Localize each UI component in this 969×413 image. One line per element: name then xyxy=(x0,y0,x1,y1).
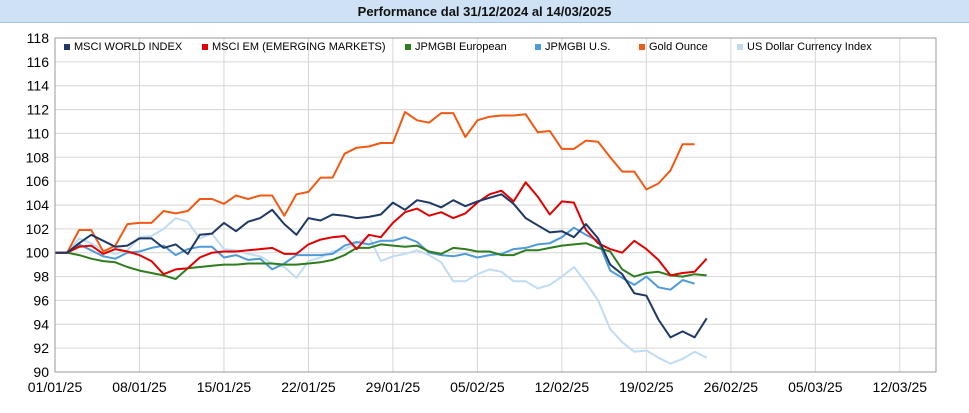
series-lines xyxy=(55,111,708,365)
x-tick-label: 22/01/25 xyxy=(281,379,336,395)
x-tick-label: 19/02/25 xyxy=(619,379,674,395)
legend-swatch xyxy=(202,44,208,50)
legend-swatch xyxy=(737,44,743,50)
y-tick-label: 116 xyxy=(27,54,50,70)
plot-frame xyxy=(54,37,937,373)
y-tick-label: 92 xyxy=(33,340,49,356)
legend-label: Gold Ounce xyxy=(649,41,708,53)
y-tick-label: 98 xyxy=(33,269,49,285)
x-tick-label: 08/01/25 xyxy=(112,379,167,395)
x-axis: 01/01/25 08/01/25 15/01/25 22/01/25 29/01/25… xyxy=(28,379,928,395)
x-tick-label: 12/02/25 xyxy=(535,379,590,395)
y-tick-label: 100 xyxy=(26,245,50,261)
x-tick-label: 15/01/25 xyxy=(197,379,252,395)
series-line-5 xyxy=(55,217,708,365)
series-line-4 xyxy=(55,111,695,254)
legend-swatch xyxy=(405,44,411,50)
y-tick-label: 102 xyxy=(26,221,50,237)
y-tick-label: 96 xyxy=(33,292,49,308)
y-tick-label: 94 xyxy=(33,316,49,332)
y-tick-label: 108 xyxy=(26,149,50,165)
series-line-0 xyxy=(55,193,708,339)
y-tick-label: 118 xyxy=(27,30,50,46)
y-tick-label: 104 xyxy=(26,197,50,213)
x-tick-label: 05/02/25 xyxy=(450,379,505,395)
y-tick-label: 90 xyxy=(33,364,49,380)
x-tick-label: 26/02/25 xyxy=(704,379,759,395)
y-tick-label: 110 xyxy=(27,125,50,141)
x-tick-label: 29/01/25 xyxy=(366,379,421,395)
legend-label: JPMGBI European xyxy=(415,41,507,53)
x-tick-label: 01/01/25 xyxy=(28,379,83,395)
series-line-1 xyxy=(55,181,708,277)
y-axis: 90 92 94 96 98 100 102 104 106 108 110 112 114 116 118 xyxy=(26,30,50,380)
legend-swatch xyxy=(639,44,645,50)
legend-label: MSCI EM (EMERGING MARKETS) xyxy=(212,41,386,53)
x-tick-label: 12/03/25 xyxy=(873,379,928,395)
legend-label: MSCI WORLD INDEX xyxy=(74,41,183,53)
grid-lines xyxy=(54,37,936,373)
legend-label: JPMGBI U.S. xyxy=(545,41,610,53)
performance-line-chart: 90 92 94 96 98 100 102 104 106 108 110 112 114 116 118… xyxy=(26,30,937,395)
y-tick-label: 106 xyxy=(26,173,50,189)
legend-label: US Dollar Currency Index xyxy=(747,41,872,53)
legend-swatch xyxy=(535,44,541,50)
y-tick-label: 114 xyxy=(27,78,50,94)
series-line-2 xyxy=(55,242,707,280)
legend: MSCI WORLD INDEX MSCI EM (EMERGING MARKET… xyxy=(64,41,872,53)
chart-title: Performance dal 31/12/2024 al 14/03/2025 xyxy=(0,0,969,23)
y-tick-label: 112 xyxy=(27,102,50,118)
x-tick-label: 05/03/25 xyxy=(788,379,843,395)
legend-swatch xyxy=(64,44,70,50)
